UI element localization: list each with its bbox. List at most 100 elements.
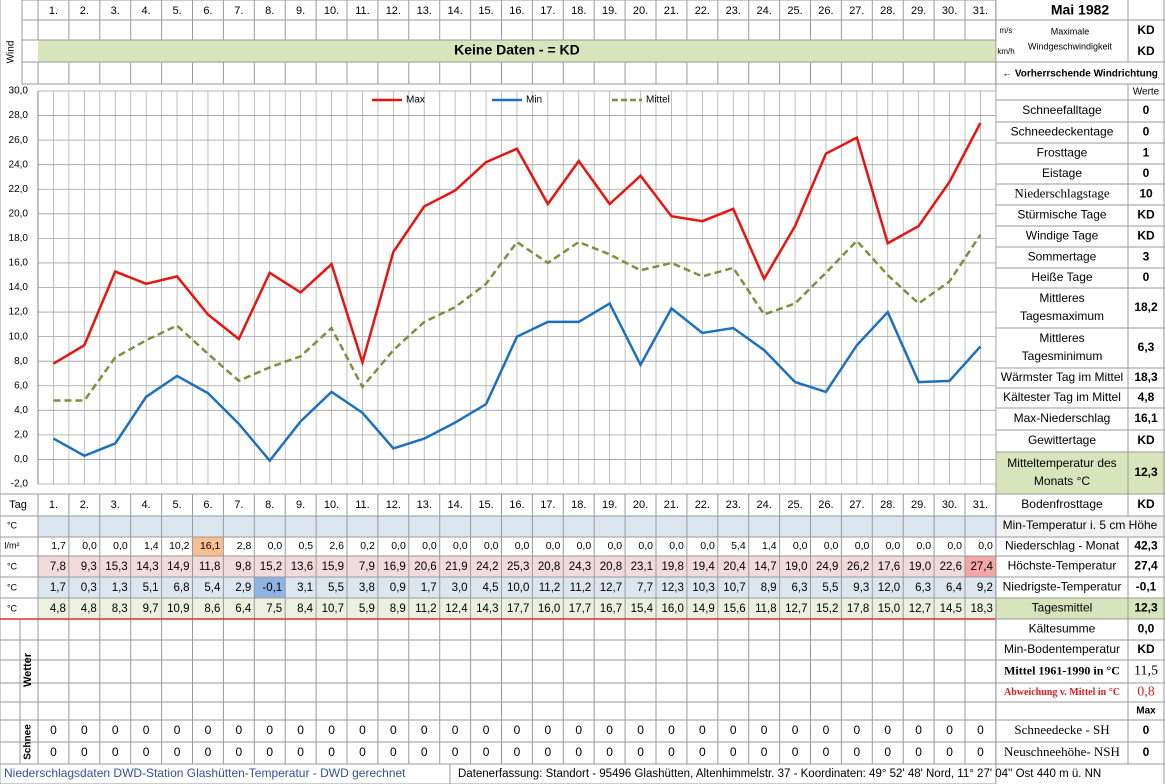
temp-value: 20,8 xyxy=(600,561,622,573)
row-unit: °C xyxy=(7,603,18,613)
unit: m/s xyxy=(1000,26,1013,35)
snow-value: 0 xyxy=(205,745,212,759)
monthly-value: 0 xyxy=(1143,745,1150,759)
snow-value: 0 xyxy=(112,723,119,737)
snow-value: 0 xyxy=(205,723,212,737)
temp-value: 9,8 xyxy=(235,561,251,573)
precip-value: 0,0 xyxy=(484,540,499,552)
monthly-label: Min-Bodentemperatur xyxy=(1004,642,1120,656)
temp-value: 10,7 xyxy=(723,582,745,594)
day-label: 24. xyxy=(757,5,772,17)
summary-label: Bodenfrosttage xyxy=(1021,497,1103,511)
summary-label: Schneedeckentage xyxy=(1011,125,1114,139)
snow-value: 0 xyxy=(81,723,88,737)
precip-value: 1,4 xyxy=(762,540,777,552)
snow-value: 0 xyxy=(236,745,243,759)
y-tick-label: 2,0 xyxy=(14,430,28,441)
temp-value: 17,8 xyxy=(847,603,869,615)
summary-value: KD xyxy=(1137,497,1155,511)
day-label: 24. xyxy=(757,499,772,511)
summary-label: Max-Niederschlag xyxy=(1014,411,1111,425)
summary-value: 16,1 xyxy=(1134,411,1158,425)
temp-value: 7,7 xyxy=(637,582,653,594)
summary-label: Mittleres xyxy=(1039,291,1084,305)
temp-value: 8,9 xyxy=(390,603,406,615)
temp-value: 4,5 xyxy=(483,582,499,594)
temp-value: 15,9 xyxy=(322,561,344,573)
day-label: 26. xyxy=(818,5,833,17)
precip-value: 16,1 xyxy=(200,540,221,552)
temp-value: 3,8 xyxy=(359,582,375,594)
row-label: Schnee xyxy=(23,724,34,760)
monthly-value: 11,5 xyxy=(1134,664,1158,679)
day-label: 4. xyxy=(142,5,151,17)
column-header: Min-Temperatur i. 5 cm Höhe xyxy=(1003,518,1158,532)
summary-value: 0 xyxy=(1143,103,1150,117)
snow-value: 0 xyxy=(545,745,552,759)
temp-value: 24,3 xyxy=(569,561,591,573)
monthly-value: 0 xyxy=(1143,723,1150,737)
monthly-label: Abweichung v. Mittel in °C xyxy=(1004,687,1120,698)
footer-text: Datenerfassung: Standort - 95496 Glashüt… xyxy=(458,768,1101,780)
y-tick-label: 4,0 xyxy=(14,405,28,416)
day-label: 17. xyxy=(540,499,555,511)
snow-value: 0 xyxy=(483,723,490,737)
temp-value: 10,9 xyxy=(167,603,189,615)
precip-value: 5,4 xyxy=(731,540,746,552)
day-label: 19. xyxy=(602,499,617,511)
unit: km/h xyxy=(997,47,1014,56)
row-label: Tag xyxy=(9,499,27,511)
max-wind-label: Maximale xyxy=(1051,26,1090,36)
monthly-value: 12,3 xyxy=(1134,601,1158,615)
summary-value: KD xyxy=(1137,208,1155,222)
temp-value: 5,9 xyxy=(359,603,375,615)
summary-value: 10 xyxy=(1139,187,1153,201)
temp-value: 25,3 xyxy=(507,561,529,573)
cell-bg xyxy=(995,516,1165,537)
wind-direction: ← Vorherrschende Windrichtung xyxy=(1002,69,1158,80)
day-label: 6. xyxy=(203,5,212,17)
day-label: 10. xyxy=(324,5,339,17)
footer-text: Niederschlagsdaten DWD-Station Glashütte… xyxy=(4,766,406,780)
temp-value: -0,1 xyxy=(262,582,282,594)
snow-value: 0 xyxy=(81,745,88,759)
day-label: 2. xyxy=(80,5,89,17)
precip-value: 10,2 xyxy=(169,540,190,552)
max-wind-label: Windgeschwindigkeit xyxy=(1028,41,1113,51)
temp-value: 10,0 xyxy=(507,582,529,594)
snow-value: 0 xyxy=(390,723,397,737)
temp-value: 3,0 xyxy=(452,582,468,594)
temp-value: 10,7 xyxy=(322,603,344,615)
temp-value: 19,0 xyxy=(909,561,931,573)
snow-value: 0 xyxy=(730,745,737,759)
precip-value: 0,0 xyxy=(546,540,561,552)
row-unit: °C xyxy=(7,520,18,530)
cell-bg xyxy=(38,40,996,62)
temp-value: 19,0 xyxy=(785,561,807,573)
y-tick-label: 16,0 xyxy=(9,258,29,269)
day-label: 10. xyxy=(324,499,339,511)
day-label: 2. xyxy=(80,499,89,511)
day-label: 21. xyxy=(664,499,679,511)
legend-label: Min xyxy=(526,95,542,106)
y-tick-label: 24,0 xyxy=(9,159,29,170)
temp-value: 16,7 xyxy=(600,603,622,615)
day-label: 4. xyxy=(142,499,151,511)
day-label: 12. xyxy=(386,499,401,511)
snow-value: 0 xyxy=(483,745,490,759)
day-label: 22. xyxy=(695,499,710,511)
y-tick-label: 6,0 xyxy=(14,380,28,391)
temp-value: 15,0 xyxy=(878,603,900,615)
temp-value: 18,3 xyxy=(971,603,993,615)
snow-value: 0 xyxy=(452,723,459,737)
summary-value: KD xyxy=(1137,229,1155,243)
temp-value: 11,2 xyxy=(415,603,437,615)
temp-value: 3,1 xyxy=(297,582,313,594)
summary-value: 4,8 xyxy=(1138,390,1155,404)
temp-value: 16,0 xyxy=(538,603,560,615)
day-label: 13. xyxy=(417,499,432,511)
temp-value: 0,3 xyxy=(81,582,97,594)
temp-value: 11,8 xyxy=(199,561,221,573)
day-label: 1. xyxy=(49,5,58,17)
temp-value: 14,9 xyxy=(167,561,189,573)
